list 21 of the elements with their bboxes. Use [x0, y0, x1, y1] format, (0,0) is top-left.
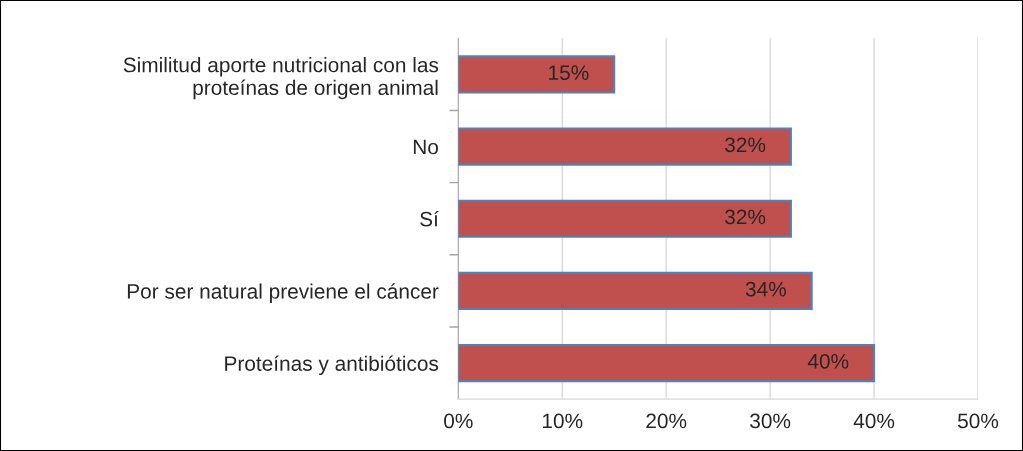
bar	[458, 343, 876, 383]
x-tick-label: 30%	[750, 413, 791, 429]
y-tick-label: No	[413, 139, 438, 155]
y-tick-label: Por ser natural previene el cáncer	[127, 283, 439, 303]
data-label: 32%	[725, 209, 766, 225]
bar	[458, 55, 616, 94]
x-tick-label: 10%	[542, 413, 583, 429]
x-tick-label: 50%	[957, 413, 999, 429]
data-label: 40%	[807, 353, 849, 369]
y-tick-label: Proteínas y antibióticos	[225, 355, 439, 376]
bar	[458, 199, 792, 238]
y-tick-label: Sí	[420, 210, 439, 227]
x-tick-label: 40%	[853, 413, 895, 429]
data-label: 34%	[745, 281, 786, 297]
bar	[458, 271, 813, 310]
x-tick-label: 0%	[444, 413, 473, 429]
data-label: 32%	[725, 137, 766, 153]
data-label: 15%	[549, 65, 589, 81]
x-tick-label: 20%	[646, 413, 687, 429]
y-tick-label: Similitud aporte nutricional con las proteínas de origen animal	[123, 57, 439, 100]
bar	[458, 127, 792, 166]
